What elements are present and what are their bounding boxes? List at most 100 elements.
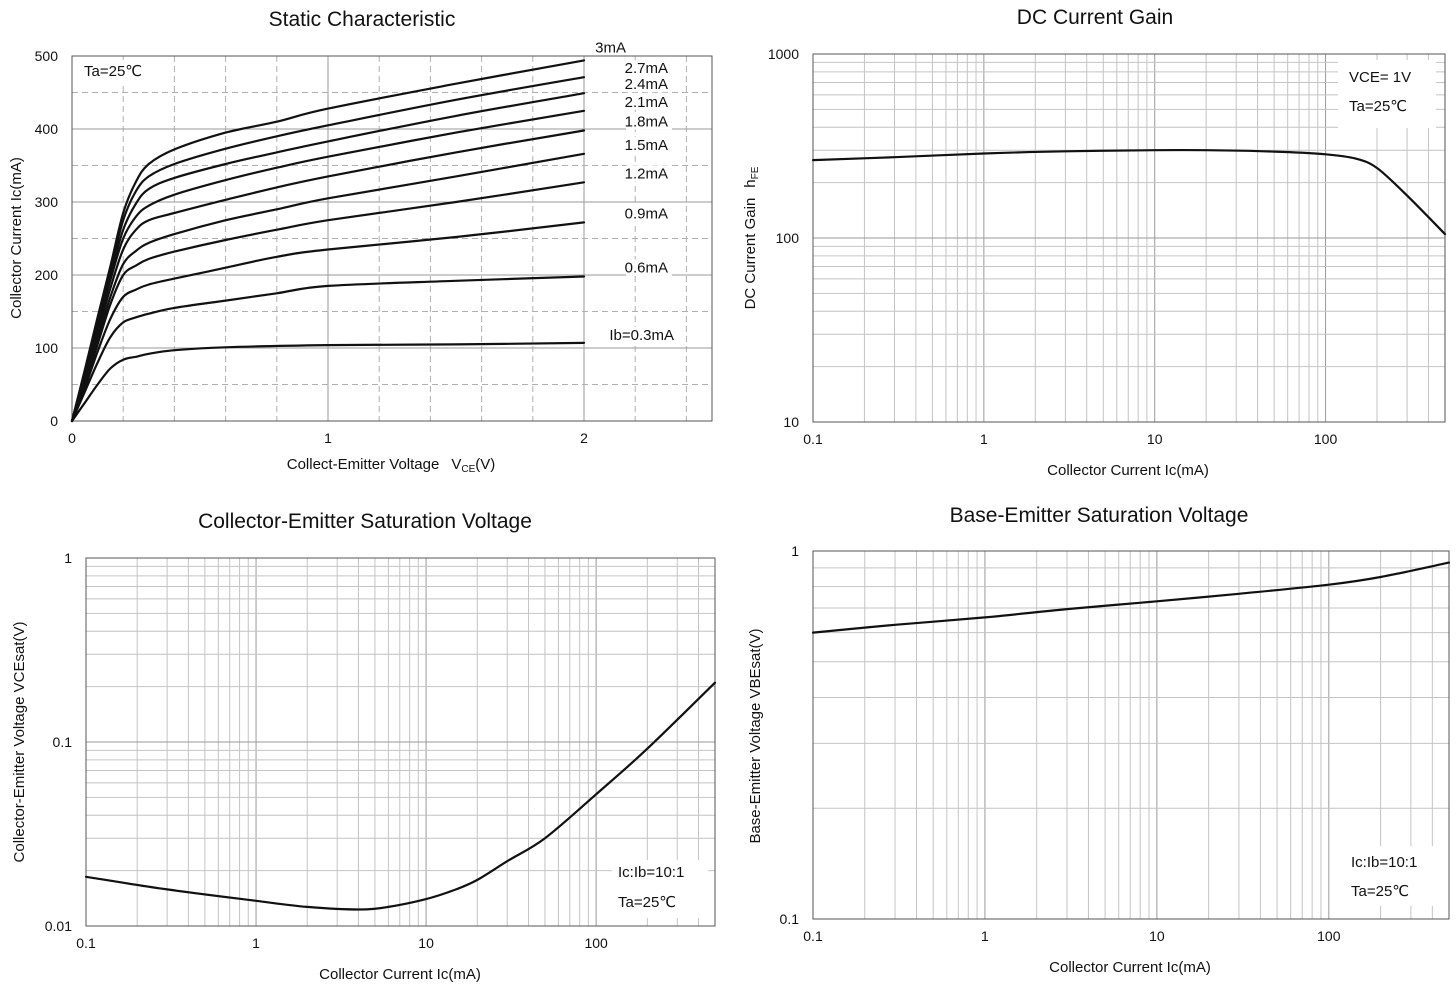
x-tick-labels: 0 1 2	[68, 430, 588, 446]
x-axis-label: Collector Current Ic(mA)	[319, 966, 481, 983]
y-tick-label: 0.1	[780, 911, 800, 927]
y-tick-labels: 10 100 1000	[768, 46, 799, 430]
x-tick-label: 0.1	[803, 928, 823, 944]
series-line-9	[70, 59, 586, 423]
y-tick-label: 400	[35, 121, 59, 137]
y-axis-label-subscript: FE	[750, 166, 761, 179]
x-tick-label: 1	[980, 431, 988, 447]
series-group	[84, 681, 717, 911]
x-tick-label: 1	[324, 430, 332, 446]
x-tick-labels: 0.1 1 10 100	[803, 431, 1337, 447]
x-tick-label: 100	[1314, 431, 1338, 447]
x-tick-label: 2	[580, 430, 588, 446]
x-axis-label-subscript: CE	[461, 464, 475, 475]
series-label-background	[626, 113, 672, 130]
y-tick-label: 200	[35, 267, 59, 283]
plot-frame	[71, 55, 713, 422]
x-tick-label: 0.1	[803, 431, 823, 447]
dc-current-gain-chart: DC Current Gain 0.1 1 10 100 10 100 1000 Coll…	[742, 6, 1447, 479]
series-label: 3mA	[595, 39, 626, 56]
vbesat-chart: Base-Emitter Saturation Voltage 0.1 1 10 10…	[747, 504, 1451, 976]
x-tick-label: 0.1	[76, 935, 96, 951]
vcesat-chart: Collector-Emitter Saturation Voltage 0.1…	[11, 510, 717, 983]
series-line-0	[70, 341, 586, 423]
series-label: 2.1mA	[625, 94, 668, 111]
x-axis-label-text: Collect-Emitter Voltage	[287, 456, 440, 473]
series-label: Ib=0.3mA	[609, 327, 674, 344]
series-label-background	[626, 76, 672, 93]
series-line-4	[70, 152, 586, 423]
series-label: 0.9mA	[625, 205, 668, 222]
y-axis-label: DC Current Gain hFE	[742, 166, 761, 309]
chart-title: Static Characteristic	[269, 8, 456, 31]
annotation-background	[80, 60, 152, 82]
y-axis-label: Collector-Emitter Voltage VCEsat(V)	[11, 622, 28, 863]
y-tick-label: 1000	[768, 46, 799, 62]
series-label-background	[626, 60, 672, 77]
y-tick-labels: 0.11	[780, 543, 800, 927]
series-label: 1.5mA	[625, 137, 668, 154]
series-label: 2.7mA	[625, 60, 668, 77]
y-tick-labels: 0 100 200 300 400 500	[35, 48, 59, 429]
x-tick-labels: 0.1 1 10 100	[803, 928, 1340, 944]
series-group	[811, 561, 1451, 634]
series-line-1	[70, 275, 586, 423]
series-label-background	[626, 93, 672, 110]
y-tick-label: 300	[35, 194, 59, 210]
plot-frame	[85, 557, 716, 927]
series-label: 1.2mA	[625, 165, 668, 182]
series-label-background	[626, 259, 672, 276]
series-label-background	[626, 136, 672, 153]
series-label: 1.8mA	[625, 113, 668, 130]
series-line-0	[811, 561, 1451, 634]
x-tick-labels: 0.1 1 10 100	[76, 935, 608, 951]
x-axis-label: Collector Current Ic(mA)	[1047, 462, 1209, 479]
x-axis-label: Collect-Emitter Voltage VCE(V)	[287, 456, 496, 475]
x-tick-label: 1	[252, 935, 260, 951]
plot-frame	[812, 53, 1446, 423]
annotation-background	[1338, 60, 1436, 128]
y-tick-labels: 0.01 0.1 1	[45, 550, 72, 934]
annotation-ta: Ta=25℃	[84, 63, 142, 80]
grid	[85, 557, 716, 927]
x-tick-label: 100	[1317, 928, 1341, 944]
series-line-0	[84, 681, 717, 911]
x-tick-label: 1	[981, 928, 989, 944]
annotation-ratio: Ic:Ib=10:1	[618, 864, 684, 881]
annotation-ratio: Ic:Ib=10:1	[1351, 854, 1417, 871]
series-label-background	[626, 205, 672, 222]
y-axis-label: Base-Emitter Voltage VBEsat(V)	[747, 628, 764, 843]
y-axis-label-text: DC Current Gain	[742, 198, 759, 310]
y-tick-label: 100	[35, 340, 59, 356]
static-characteristic-chart: Static Characteristic 0 1 2 0 100 200 300 400 5…	[8, 8, 713, 475]
x-axis-label-unit: (V)	[475, 456, 495, 473]
series-label-background	[626, 165, 672, 182]
series-label: 0.6mA	[625, 259, 668, 276]
annotation-background	[1345, 846, 1441, 906]
y-tick-label: 100	[776, 230, 800, 246]
plot-frame	[812, 550, 1450, 920]
series-line-0	[811, 148, 1447, 236]
y-tick-label: 500	[35, 48, 59, 64]
x-tick-label: 100	[584, 935, 608, 951]
series-line-2	[70, 221, 586, 423]
series-label-background	[606, 326, 678, 343]
x-axis-label-symbol: V	[451, 456, 461, 473]
y-axis-label-symbol: h	[742, 179, 759, 187]
grid	[71, 55, 712, 422]
series-line-3	[70, 181, 586, 423]
y-tick-label: 1	[791, 543, 799, 559]
y-tick-label: 10	[783, 414, 799, 430]
series-group: Ib=0.3mA0.6mA0.9mA1.2mA1.5mA1.8mA2.1mA2.…	[70, 39, 678, 423]
annotation-background	[612, 860, 708, 918]
series-label: 2.4mA	[625, 76, 668, 93]
x-tick-label: 10	[418, 935, 434, 951]
x-axis-label: Collector Current Ic(mA)	[1049, 959, 1211, 976]
series-label-background	[600, 39, 630, 56]
annotation-ta: Ta=25℃	[1351, 883, 1409, 900]
annotation-ta: Ta=25℃	[1349, 98, 1407, 115]
annotation-vce: VCE= 1V	[1349, 69, 1411, 86]
chart-title: DC Current Gain	[1017, 6, 1173, 29]
y-tick-label: 1	[64, 550, 72, 566]
